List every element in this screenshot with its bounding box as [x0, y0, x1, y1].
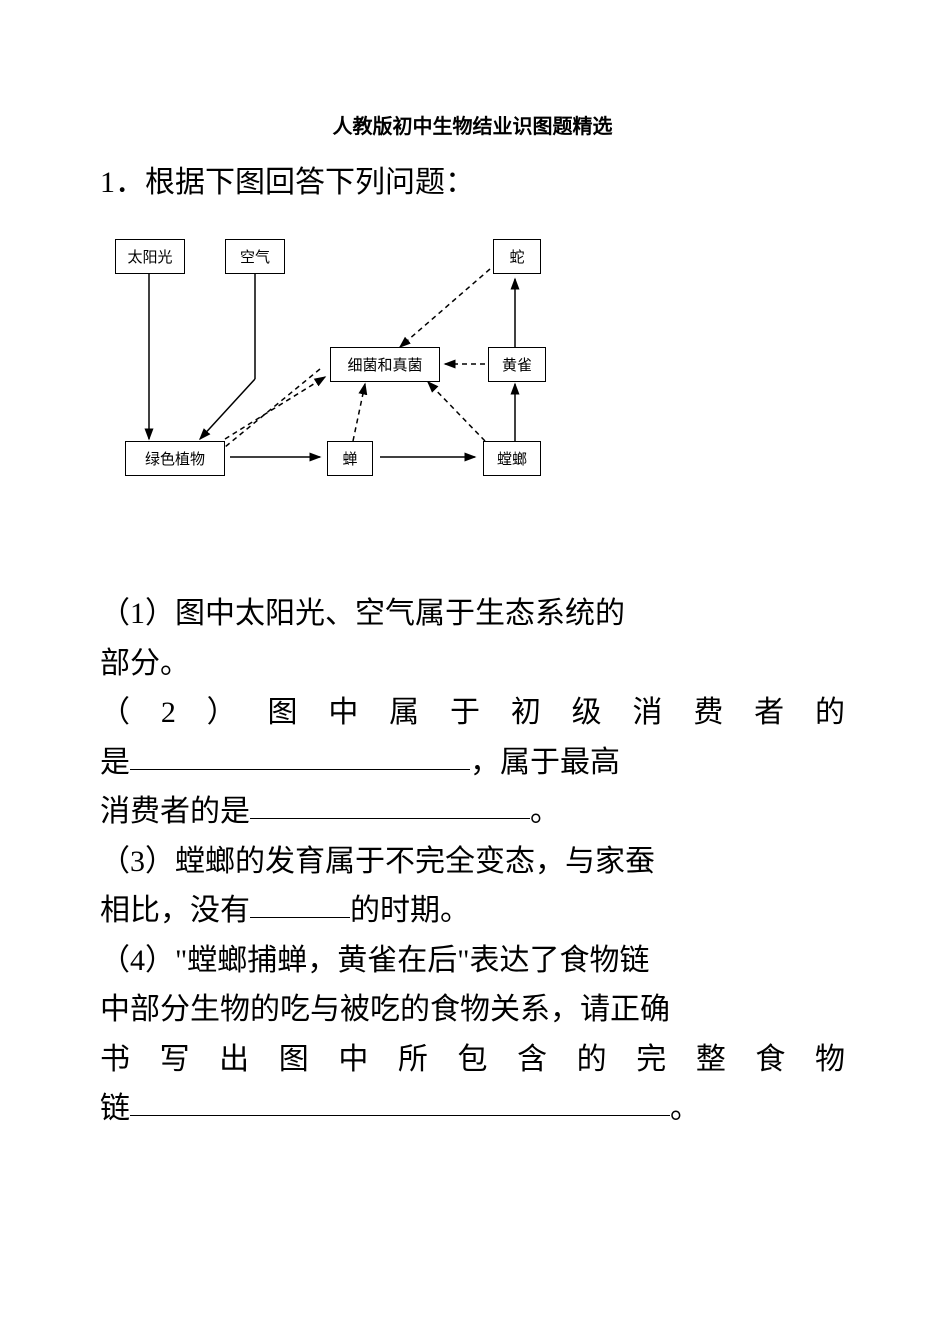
q2-line3-a: 消费者的是	[100, 795, 250, 828]
question-heading: 1．根据下图回答下列问题：	[100, 157, 845, 201]
node-bacteria: 细菌和真菌	[330, 347, 440, 382]
question-body: （1）图中太阳光、空气属于生态系统的 部分。 （2）图中属于初级消费者的 是 ，属…	[100, 589, 845, 1134]
q3-line2: 相比，没有 的时期。	[100, 886, 845, 936]
node-air: 空气	[225, 239, 285, 274]
q4-line2: 中部分生物的吃与被吃的食物关系，请正确	[100, 985, 845, 1035]
q3-line2-a: 相比，没有	[100, 894, 250, 927]
q3-blank	[250, 917, 350, 918]
page-title: 人教版初中生物结业识图题精选	[100, 110, 845, 139]
node-snake: 蛇	[493, 239, 541, 274]
q1-line2: 部分。	[100, 639, 845, 689]
q2-line3: 消费者的是 。	[100, 787, 845, 837]
q4-line4-b: 。	[670, 1092, 700, 1125]
q4-line4: 链。	[100, 1084, 845, 1134]
ecosystem-diagram: 太阳光 空气 蛇 细菌和真菌 黄雀 绿色植物 蝉 螳螂	[105, 229, 625, 499]
q4-line1: （4）"螳螂捕蝉，黄雀在后"表达了食物链	[100, 936, 845, 986]
q2-line1: （2）图中属于初级消费者的	[100, 688, 845, 738]
q3-line1: （3）螳螂的发育属于不完全变态，与家蚕	[100, 837, 845, 887]
q3-line2-b: 的时期。	[350, 894, 470, 927]
q4-blank	[130, 1115, 670, 1116]
q4-line4-a: 链	[100, 1092, 130, 1125]
node-plant: 绿色植物	[125, 441, 225, 476]
q2-line3-b: 。	[530, 795, 560, 828]
q2-blank2	[250, 818, 530, 819]
q2-line2-a: 是	[100, 746, 130, 779]
q2-blank1	[130, 769, 470, 770]
node-mantis: 螳螂	[483, 441, 541, 476]
q2-line2: 是 ，属于最高	[100, 738, 845, 788]
node-sun: 太阳光	[115, 239, 185, 274]
q2-line2-b: ，属于最高	[470, 746, 620, 779]
node-sparrow: 黄雀	[488, 347, 546, 382]
q4-line3: 书写出图中所包含的完整食物	[100, 1035, 845, 1085]
q1-line1: （1）图中太阳光、空气属于生态系统的	[100, 589, 845, 639]
node-cicada: 蝉	[327, 441, 373, 476]
